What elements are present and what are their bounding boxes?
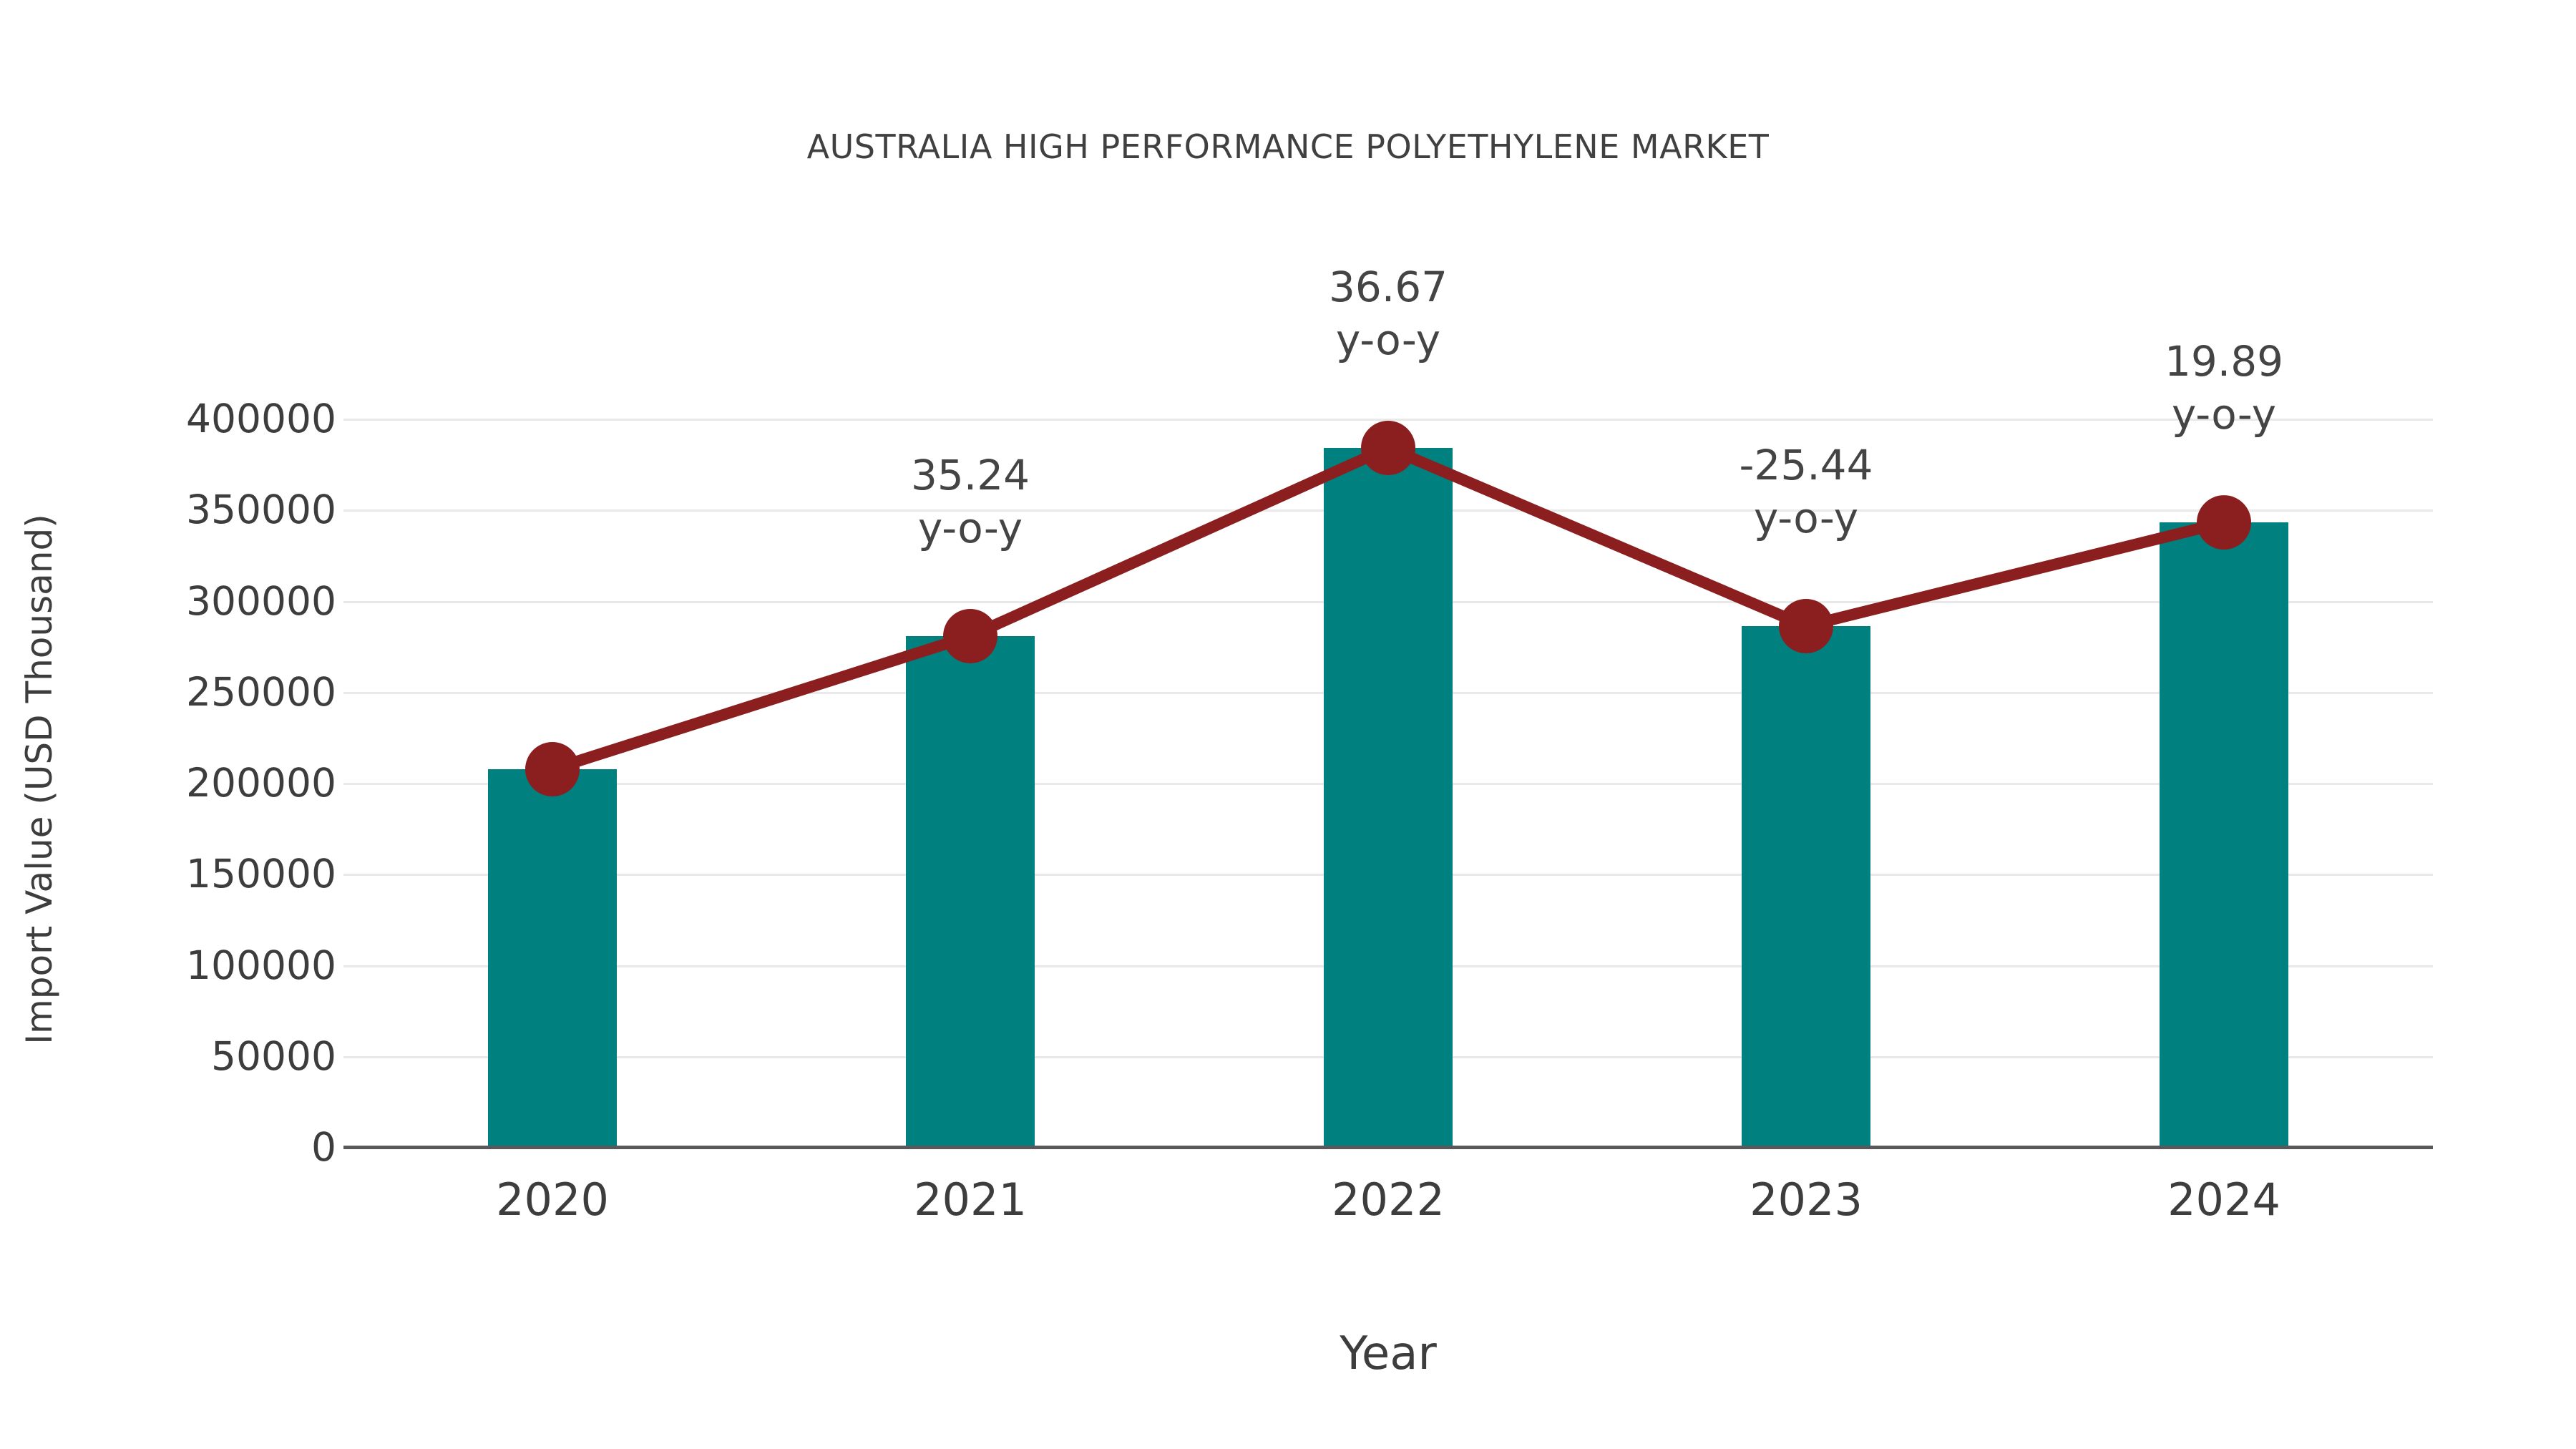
bar[interactable] (488, 769, 617, 1147)
x-axis-title: Year (1340, 1327, 1437, 1380)
x-axis-line (343, 1146, 2433, 1149)
yoy-annotation: 35.24 y-o-y (911, 449, 1030, 555)
x-tick-label: 2024 (2167, 1174, 2280, 1226)
y-tick-label: 350000 (186, 487, 336, 533)
chart-title: AUSTRALIA HIGH PERFORMANCE POLYETHYLENE … (806, 127, 1770, 166)
x-tick-label: 2023 (1750, 1174, 1863, 1226)
plot-area (343, 229, 2433, 1149)
x-tick-label: 2020 (496, 1174, 609, 1226)
yoy-value: 19.89 (2164, 337, 2284, 386)
x-tick-label: 2022 (1332, 1174, 1445, 1226)
yoy-suffix: y-o-y (1753, 494, 1859, 543)
y-tick-label: 0 (311, 1124, 336, 1170)
gridline (343, 419, 2433, 421)
y-tick-label: 300000 (186, 577, 336, 624)
yoy-suffix: y-o-y (917, 504, 1023, 553)
y-tick-label: 250000 (186, 668, 336, 715)
yoy-value: 36.67 (1328, 262, 1448, 311)
bar[interactable] (1324, 447, 1453, 1147)
y-tick-label: 200000 (186, 760, 336, 806)
bar[interactable] (906, 636, 1035, 1147)
y-tick-label: 100000 (186, 942, 336, 988)
yoy-annotation: 36.67 y-o-y (1329, 260, 1448, 366)
x-tick-label: 2021 (914, 1174, 1027, 1226)
y-tick-label: 400000 (186, 396, 336, 441)
yoy-suffix: y-o-y (1335, 316, 1441, 365)
yoy-value: 35.24 (910, 451, 1030, 499)
y-tick-label: 50000 (211, 1033, 336, 1079)
yoy-value: -25.44 (1739, 441, 1873, 489)
yoy-annotation: 19.89 y-o-y (2165, 335, 2283, 441)
bar[interactable] (1742, 626, 1870, 1147)
yoy-annotation: -25.44 y-o-y (1740, 439, 1873, 545)
yoy-suffix: y-o-y (2171, 390, 2277, 439)
y-tick-label: 150000 (186, 851, 336, 897)
bar[interactable] (2160, 522, 2288, 1147)
